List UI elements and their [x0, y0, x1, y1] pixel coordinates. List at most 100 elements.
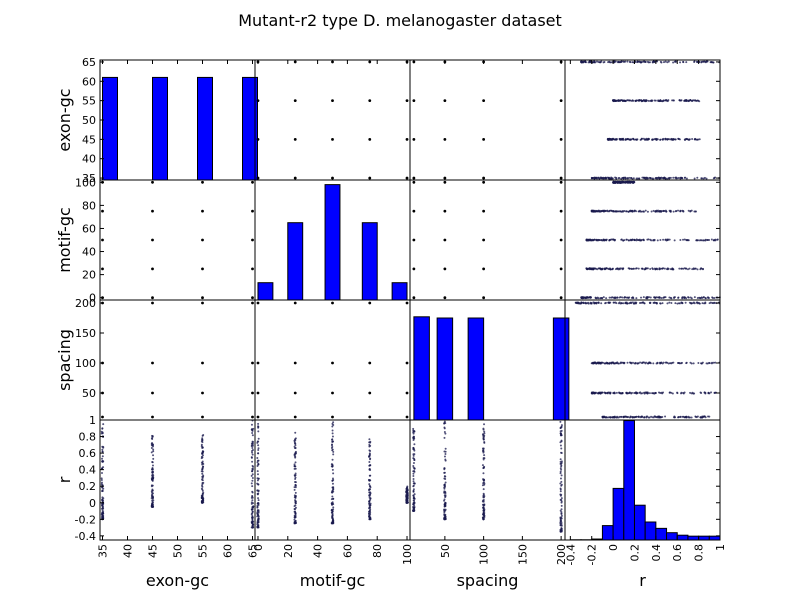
scatter-point-motif-gc-r — [625, 210, 628, 213]
scatter-point-spacing-motif-gc — [256, 301, 260, 305]
scatter-point-r-spacing — [412, 470, 415, 473]
histogram-bar-motif-gc-4 — [391, 282, 408, 301]
scatter-point-r-motif-gc — [331, 435, 334, 438]
scatter-point-r-spacing — [483, 509, 486, 512]
scatter-point-motif-gc-r — [633, 239, 636, 242]
x-tick-label-spacing: 100 — [478, 544, 491, 565]
scatter-point-r-exon-gc — [202, 481, 205, 484]
scatter-point-r-motif-gc — [294, 515, 297, 518]
scatter-point-spacing-r — [599, 361, 602, 364]
cell-bg-spacing-r — [565, 300, 720, 420]
scatter-point-r-exon-gc — [251, 485, 254, 488]
scatter-point-motif-gc-exon-gc — [251, 209, 254, 213]
scatter-point-motif-gc-spacing — [443, 209, 447, 213]
scatter-point-spacing-r — [685, 416, 688, 419]
scatter-point-exon-gc-r — [679, 61, 682, 64]
scatter-point-motif-gc-exon-gc — [151, 209, 154, 213]
y-tick-label-spacing: 100 — [75, 357, 96, 370]
scatter-point-r-exon-gc — [151, 471, 154, 474]
scatter-point-r-spacing — [559, 477, 562, 480]
scatter-point-motif-gc-r — [591, 267, 594, 270]
scatter-point-exon-gc-spacing — [559, 99, 563, 103]
x-tick-label-exon-gc: 40 — [122, 544, 135, 558]
scatter-point-motif-gc-exon-gc — [101, 267, 104, 271]
scatter-point-r-motif-gc — [331, 479, 334, 482]
scatter-point-exon-gc-r — [634, 138, 637, 141]
scatter-point-r-exon-gc — [250, 456, 253, 459]
scatter-point-exon-gc-motif-gc — [331, 60, 334, 64]
scatter-point-motif-gc-r — [646, 238, 649, 241]
scatter-point-r-exon-gc — [100, 483, 103, 486]
scatter-point-r-spacing — [483, 457, 486, 460]
scatter-point-r-spacing — [412, 447, 415, 450]
scatter-point-r-motif-gc — [293, 488, 296, 491]
scatter-point-r-spacing — [483, 441, 486, 444]
scatter-point-exon-gc-motif-gc — [331, 176, 334, 180]
scatter-point-r-motif-gc — [368, 460, 371, 463]
y-axis-label-r: r — [55, 476, 74, 483]
scatter-point-r-motif-gc — [406, 489, 409, 492]
y-tick-label-r: -0.4 — [75, 530, 96, 543]
scatter-point-exon-gc-r — [628, 60, 631, 63]
histogram-bar-exon-gc-2 — [197, 76, 213, 181]
scatter-point-r-motif-gc — [368, 438, 371, 441]
scatter-point-exon-gc-r — [680, 176, 683, 179]
scatter-point-exon-gc-r — [659, 60, 662, 63]
scatter-point-exon-gc-r — [670, 137, 673, 140]
scatter-point-r-spacing — [444, 503, 447, 506]
scatter-point-motif-gc-r — [641, 267, 644, 270]
scatter-point-r-exon-gc — [101, 460, 104, 463]
scatter-point-r-exon-gc — [151, 464, 154, 467]
scatter-point-r-spacing — [560, 498, 563, 501]
scatter-point-motif-gc-spacing — [482, 267, 486, 271]
scatter-point-motif-gc-r — [624, 181, 627, 184]
scatter-point-r-spacing — [412, 437, 415, 440]
scatter-point-r-spacing — [483, 504, 486, 507]
scatter-point-r-exon-gc — [250, 513, 253, 516]
scatter-point-r-spacing — [412, 453, 415, 456]
scatter-point-motif-gc-r — [613, 297, 616, 300]
histogram-bar-motif-gc-0 — [257, 282, 274, 301]
scatter-point-r-motif-gc — [294, 444, 297, 447]
scatter-point-r-motif-gc — [331, 422, 334, 425]
scatter-point-exon-gc-motif-gc — [256, 176, 260, 180]
scatter-point-r-spacing — [560, 483, 563, 486]
scatter-point-motif-gc-r — [594, 297, 597, 300]
scatter-point-spacing-r — [593, 361, 596, 364]
scatter-point-exon-gc-r — [624, 176, 627, 179]
scatter-point-motif-gc-r — [651, 267, 654, 270]
scatter-point-r-motif-gc — [257, 483, 260, 486]
scatter-point-r-exon-gc — [101, 486, 104, 489]
y-tick-label-motif-gc: 60 — [82, 222, 96, 235]
scatter-point-exon-gc-r — [683, 176, 686, 179]
scatter-point-spacing-r — [639, 361, 642, 364]
scatter-point-r-exon-gc — [101, 509, 104, 512]
scatter-point-motif-gc-r — [701, 297, 704, 300]
scatter-point-motif-gc-r — [615, 181, 618, 184]
scatter-point-exon-gc-motif-gc — [293, 137, 297, 141]
scatter-point-spacing-exon-gc — [151, 415, 154, 419]
scatter-point-spacing-r — [618, 415, 621, 418]
scatter-point-exon-gc-r — [644, 138, 647, 141]
scatter-point-r-motif-gc — [294, 495, 297, 498]
data-marks — [100, 60, 721, 541]
scatter-point-r-motif-gc — [294, 508, 297, 511]
scatter-point-r-exon-gc — [152, 448, 155, 451]
scatter-point-exon-gc-r — [673, 60, 676, 63]
scatter-point-exon-gc-r — [640, 61, 643, 64]
scatter-point-r-motif-gc — [330, 503, 333, 506]
scatter-point-r-spacing — [444, 494, 447, 497]
scatter-point-r-motif-gc — [294, 522, 297, 525]
scatter-point-spacing-r — [661, 415, 664, 418]
scatter-point-motif-gc-exon-gc — [201, 238, 204, 242]
scatter-point-r-spacing — [482, 436, 485, 439]
histogram-bar-exon-gc-1 — [152, 76, 168, 181]
scatter-point-spacing-exon-gc — [101, 415, 104, 419]
scatter-point-spacing-motif-gc — [331, 361, 334, 365]
scatter-point-motif-gc-r — [663, 267, 666, 270]
scatter-point-r-motif-gc — [294, 442, 297, 445]
scatter-point-exon-gc-r — [614, 138, 617, 141]
scatter-point-exon-gc-r — [636, 138, 639, 141]
scatter-point-r-exon-gc — [101, 455, 104, 458]
